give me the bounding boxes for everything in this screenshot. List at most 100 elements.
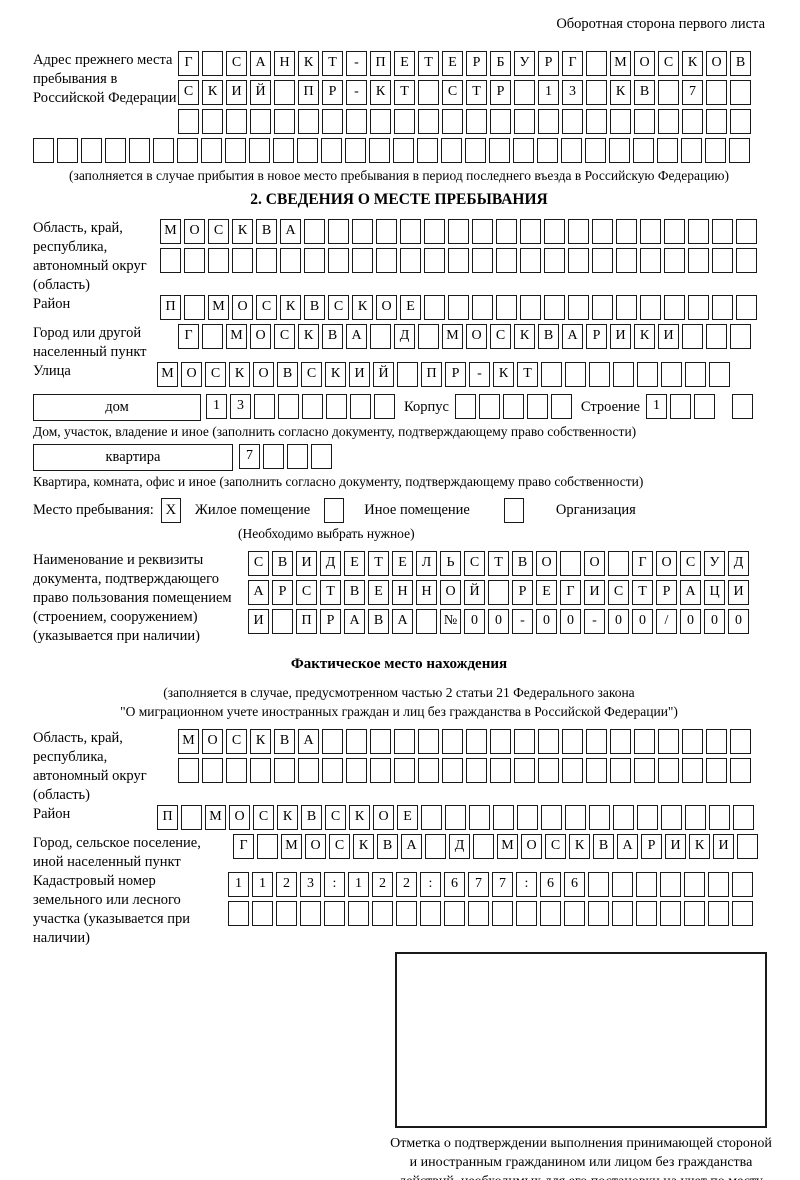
char-box[interactable] <box>322 729 343 754</box>
char-box[interactable] <box>298 758 319 783</box>
char-box[interactable]: И <box>349 362 370 387</box>
char-box[interactable] <box>684 872 705 897</box>
char-box[interactable]: Р <box>586 324 607 349</box>
char-box[interactable]: С <box>658 51 679 76</box>
char-box[interactable] <box>321 138 342 163</box>
char-box[interactable]: Р <box>320 609 341 634</box>
char-box[interactable] <box>352 248 373 273</box>
char-box[interactable] <box>493 805 514 830</box>
char-box[interactable] <box>324 901 345 926</box>
char-box[interactable] <box>658 80 679 105</box>
char-box[interactable] <box>424 248 445 273</box>
char-box[interactable] <box>420 901 441 926</box>
char-box[interactable] <box>736 219 757 244</box>
char-box[interactable] <box>472 295 493 320</box>
char-box[interactable]: К <box>298 324 319 349</box>
char-box[interactable]: Р <box>322 80 343 105</box>
char-box[interactable]: С <box>178 80 199 105</box>
char-box[interactable]: Й <box>373 362 394 387</box>
char-box[interactable]: Т <box>394 80 415 105</box>
char-box[interactable] <box>658 729 679 754</box>
char-box[interactable]: О <box>706 51 727 76</box>
char-box[interactable] <box>736 295 757 320</box>
char-box[interactable] <box>184 248 205 273</box>
char-box[interactable]: 1 <box>206 394 227 419</box>
char-box[interactable]: У <box>704 551 725 576</box>
char-box[interactable]: С <box>464 551 485 576</box>
char-box[interactable]: С <box>208 219 229 244</box>
char-box[interactable]: В <box>272 551 293 576</box>
char-box[interactable]: В <box>512 551 533 576</box>
char-box[interactable] <box>496 295 517 320</box>
char-box[interactable] <box>634 758 655 783</box>
char-box[interactable] <box>634 729 655 754</box>
char-box[interactable] <box>729 138 750 163</box>
checkbox-inoe[interactable] <box>324 497 345 523</box>
char-box[interactable] <box>612 872 633 897</box>
char-box[interactable]: Т <box>632 580 653 605</box>
char-box[interactable] <box>466 109 487 134</box>
char-box[interactable] <box>181 805 202 830</box>
char-box[interactable]: 3 <box>562 80 583 105</box>
char-box[interactable]: Д <box>449 834 470 859</box>
char-box[interactable] <box>562 758 583 783</box>
char-box[interactable] <box>513 138 534 163</box>
char-box[interactable] <box>274 758 295 783</box>
char-box[interactable] <box>586 80 607 105</box>
char-box[interactable]: М <box>208 295 229 320</box>
char-box[interactable]: С <box>329 834 350 859</box>
char-box[interactable]: 0 <box>680 609 701 634</box>
char-box[interactable]: П <box>160 295 181 320</box>
char-box[interactable] <box>589 805 610 830</box>
char-box[interactable] <box>346 109 367 134</box>
char-box[interactable]: С <box>442 80 463 105</box>
char-box[interactable] <box>328 219 349 244</box>
char-box[interactable] <box>616 295 637 320</box>
char-box[interactable] <box>228 901 249 926</box>
char-box[interactable]: М <box>160 219 181 244</box>
char-box[interactable] <box>57 138 78 163</box>
char-box[interactable] <box>328 248 349 273</box>
char-box[interactable] <box>540 901 561 926</box>
char-box[interactable] <box>372 901 393 926</box>
char-box[interactable] <box>394 729 415 754</box>
char-box[interactable]: № <box>440 609 461 634</box>
char-box[interactable]: К <box>277 805 298 830</box>
char-box[interactable]: И <box>584 580 605 605</box>
char-box[interactable] <box>418 729 439 754</box>
char-box[interactable] <box>705 138 726 163</box>
char-box[interactable]: К <box>569 834 590 859</box>
char-box[interactable] <box>592 219 613 244</box>
char-box[interactable]: В <box>304 295 325 320</box>
char-box[interactable]: 3 <box>230 394 251 419</box>
char-box[interactable] <box>660 901 681 926</box>
char-box[interactable] <box>640 248 661 273</box>
char-box[interactable] <box>568 219 589 244</box>
char-box[interactable]: М <box>226 324 247 349</box>
char-box[interactable] <box>472 219 493 244</box>
char-box[interactable]: Д <box>320 551 341 576</box>
char-box[interactable]: О <box>373 805 394 830</box>
char-box[interactable] <box>33 138 54 163</box>
char-box[interactable] <box>348 901 369 926</box>
char-box[interactable]: И <box>728 580 749 605</box>
char-box[interactable]: С <box>296 580 317 605</box>
char-box[interactable]: Е <box>442 51 463 76</box>
char-box[interactable] <box>345 138 366 163</box>
char-box[interactable] <box>636 901 657 926</box>
char-box[interactable]: О <box>250 324 271 349</box>
char-box[interactable]: Е <box>536 580 557 605</box>
char-box[interactable] <box>608 551 629 576</box>
char-box[interactable] <box>298 109 319 134</box>
char-box[interactable]: С <box>253 805 274 830</box>
char-box[interactable] <box>520 248 541 273</box>
char-box[interactable] <box>490 758 511 783</box>
char-box[interactable]: К <box>232 219 253 244</box>
char-box[interactable]: С <box>274 324 295 349</box>
char-box[interactable] <box>538 109 559 134</box>
char-box[interactable] <box>537 138 558 163</box>
char-box[interactable]: Т <box>322 51 343 76</box>
char-box[interactable]: С <box>226 729 247 754</box>
char-box[interactable] <box>516 901 537 926</box>
char-box[interactable]: - <box>512 609 533 634</box>
